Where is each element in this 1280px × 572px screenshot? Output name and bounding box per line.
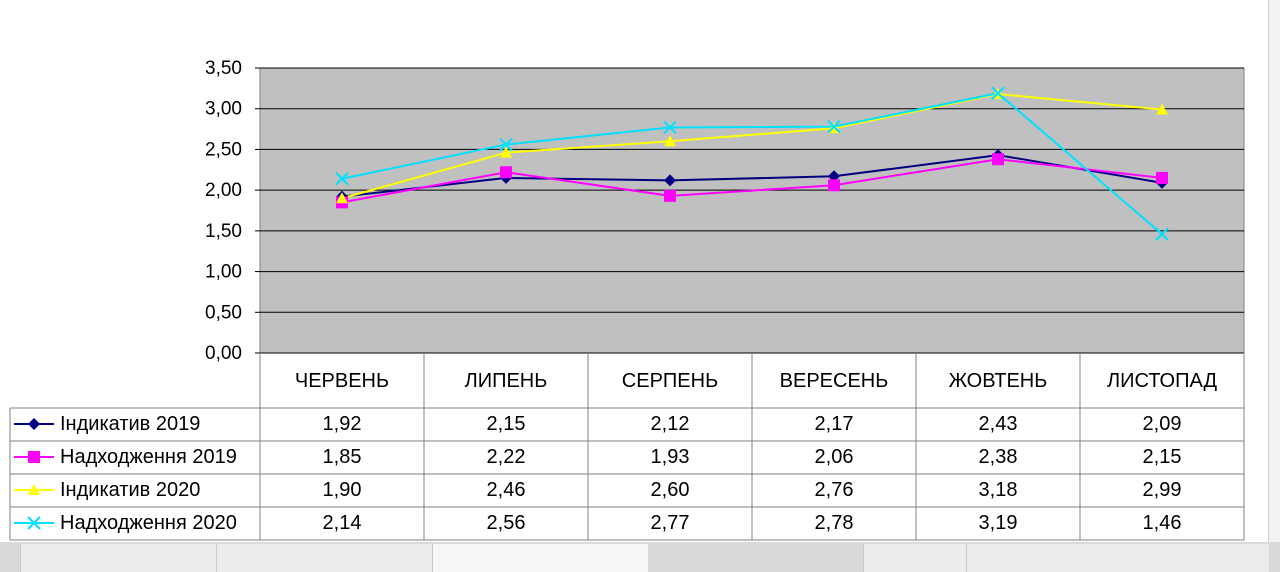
x-tick-label: ЧЕРВЕНЬ [260, 353, 424, 408]
legend-key-icon [14, 484, 54, 495]
data-point [663, 120, 677, 135]
x-tick-label-text: ЛИПЕНЬ [464, 369, 548, 392]
y-axis-ticks: 0,00 0,50 1,00 1,50 2,00 2,50 3,00 3,50 [205, 58, 242, 364]
data-point [664, 189, 676, 202]
data-table-cell: 2,76 [814, 478, 854, 501]
data-table-cell: 2,38 [978, 445, 1018, 468]
data-point [1155, 227, 1169, 241]
x-tick-label-text: ЖОВТЕНЬ [948, 369, 1048, 392]
x-tick-label: СЕРПЕНЬ [588, 353, 752, 408]
data-point [827, 119, 841, 134]
data-point [500, 146, 512, 158]
data-table-cell: 2,60 [650, 478, 690, 501]
legend-entry: Індикатив 2019 [10, 408, 260, 440]
legend-marker [28, 418, 40, 430]
legend-key-icon [14, 418, 54, 430]
data-table-cell: 2,78 [814, 511, 854, 534]
legend-entry: Надходження 2019 [10, 441, 260, 473]
data-table-cell: 2,99 [1142, 478, 1182, 501]
y-tick-label: 3,50 [205, 58, 242, 79]
data-table-cell: 2,46 [486, 478, 526, 501]
data-table-cell: 1,93 [650, 445, 690, 468]
data-point [664, 135, 676, 147]
data-table-cell: 1,92 [322, 412, 362, 435]
legend-label: Надходження 2020 [60, 511, 237, 534]
data-table-cell: 2,77 [650, 511, 690, 534]
plot-area [259, 67, 1245, 354]
legend-entry: Надходження 2020 [10, 507, 260, 539]
y-tick-label: 3,00 [205, 99, 242, 120]
series-line [341, 92, 1163, 235]
data-table-cell: 1,90 [322, 478, 362, 501]
data-table-cell: 2,43 [978, 412, 1018, 435]
horizontal-scrollbar[interactable] [966, 544, 1269, 572]
data-table-cell: 2,22 [486, 445, 526, 468]
sheet-scroll-edge [1268, 0, 1280, 542]
sheet-tab[interactable] [432, 544, 648, 572]
legend-label: Надходження 2019 [60, 445, 237, 468]
legend-key-icon [14, 451, 54, 463]
legend-key-icon [14, 516, 54, 530]
data-table-cell: 2,14 [322, 511, 362, 534]
x-tick-label-text: ВЕРЕСЕНЬ [779, 369, 889, 392]
legend-label: Індикатив 2020 [60, 478, 201, 501]
data-table-cell: 1,46 [1142, 511, 1182, 534]
x-tick-label: ЛИСТОПАД [1080, 353, 1244, 408]
series-lines [341, 92, 1163, 235]
data-table-cell: 2,12 [650, 412, 690, 435]
line-chart: 0,00 0,50 1,00 1,50 2,00 2,50 3,00 3,50 [9, 58, 1245, 541]
data-table-cell: 2,56 [486, 511, 526, 534]
x-tick-label: ЛИПЕНЬ [424, 353, 588, 408]
scroll-button[interactable] [863, 544, 967, 572]
data-table-grid [9, 353, 1245, 541]
data-table-cell: 2,17 [814, 412, 854, 435]
data-table-cell: 3,19 [978, 511, 1018, 534]
data-table-cell: 3,18 [978, 478, 1018, 501]
x-tick-label-text: СЕРПЕНЬ [621, 369, 719, 392]
data-table-cell: 2,15 [486, 412, 526, 435]
data-table-cell: 1,85 [322, 445, 362, 468]
x-tick-label-text: ЧЕРВЕНЬ [294, 369, 390, 392]
y-tick-label: 2,00 [205, 180, 242, 201]
y-tick-label: 0,00 [205, 343, 242, 364]
legend-marker [28, 484, 40, 495]
legend-entry: Індикатив 2020 [10, 474, 260, 506]
data-point [1156, 171, 1168, 184]
legend-marker [28, 451, 40, 463]
x-tick-label: ЖОВТЕНЬ [916, 353, 1080, 408]
x-tick-label: ВЕРЕСЕНЬ [752, 353, 916, 408]
data-point [991, 86, 1005, 100]
data-table-cell: 2,06 [814, 445, 854, 468]
data-point [336, 192, 348, 204]
series-line [341, 158, 1163, 204]
y-tick-label: 1,50 [205, 221, 242, 242]
series-line [341, 154, 1163, 198]
data-table-cell: 2,15 [1142, 445, 1182, 468]
data-point [499, 137, 513, 152]
legend-label: Індикатив 2019 [60, 412, 201, 435]
series-line [341, 93, 1163, 200]
x-tick-label-text: ЛИСТОПАД [1106, 369, 1218, 392]
y-tick-label: 2,50 [205, 139, 242, 160]
data-point [500, 166, 512, 179]
data-table-cell: 2,09 [1142, 412, 1182, 435]
data-point [335, 172, 349, 186]
sheet-tab[interactable] [216, 544, 433, 572]
y-tick-label: 1,00 [205, 262, 242, 283]
y-tick-label: 0,50 [205, 302, 242, 323]
data-point [992, 153, 1004, 166]
data-point [664, 174, 676, 187]
data-point [1156, 103, 1168, 115]
data-point [828, 179, 840, 192]
sheet-tab[interactable] [20, 544, 217, 572]
series-markers [335, 86, 1169, 241]
legend-marker [27, 516, 41, 530]
